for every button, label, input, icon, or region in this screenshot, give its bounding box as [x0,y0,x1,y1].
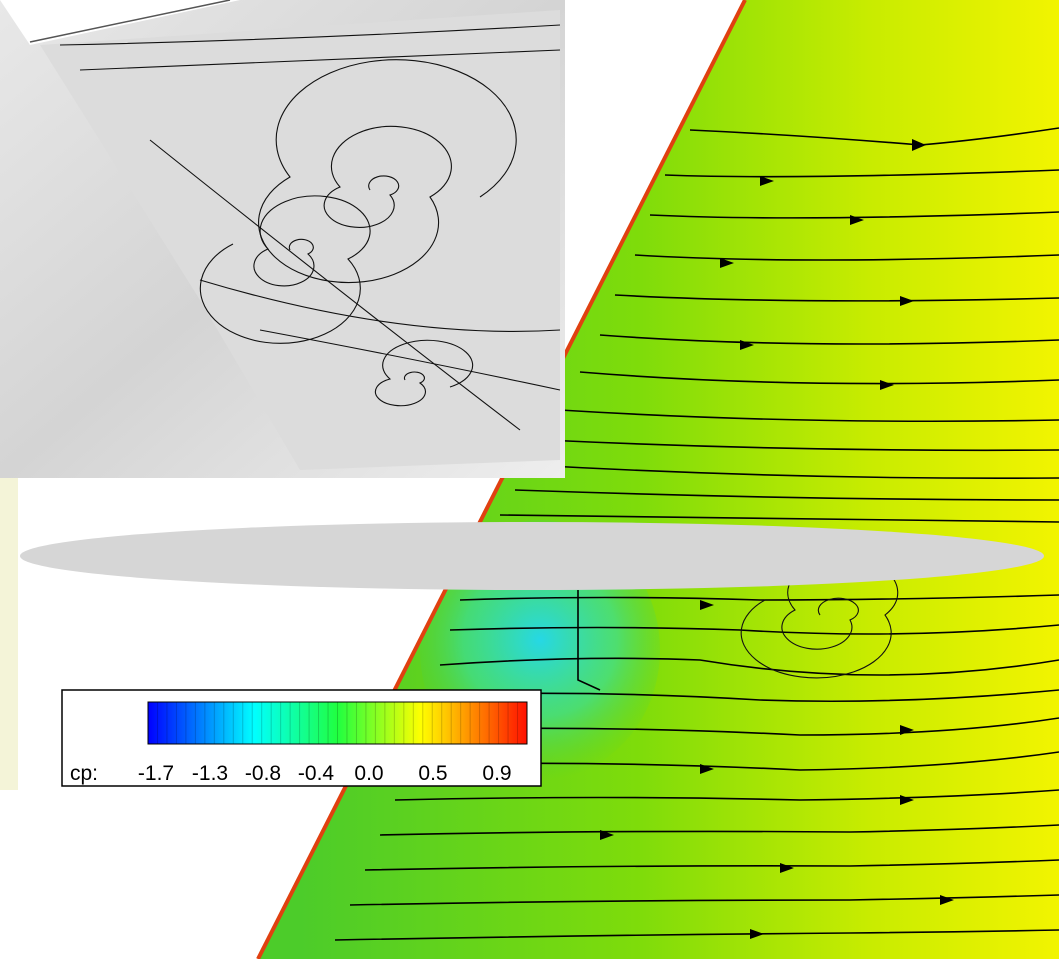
colorbar-tick-label: -0.4 [298,762,335,785]
colorbar-tick-label: -1.7 [138,762,174,785]
colorbar-tick-label: 0.5 [418,762,447,785]
inset-view [0,0,565,478]
fuselage [20,522,1044,590]
flow-visualization: cp: -1.7 -1.3 -0.8 -0.4 0.0 0.5 0.9 [0,0,1059,959]
legend-label: cp: [70,762,98,785]
colorbar-tick-label: -0.8 [245,762,281,785]
page: cp: -1.7-1.3-0.8-0.40.00.50.9 (() => { c… [0,0,1059,959]
colorbar-tick-label: 0.0 [354,762,383,785]
colorbar-tick-label: 0.9 [482,762,511,785]
colorbar-tick-label: -1.3 [192,762,228,785]
